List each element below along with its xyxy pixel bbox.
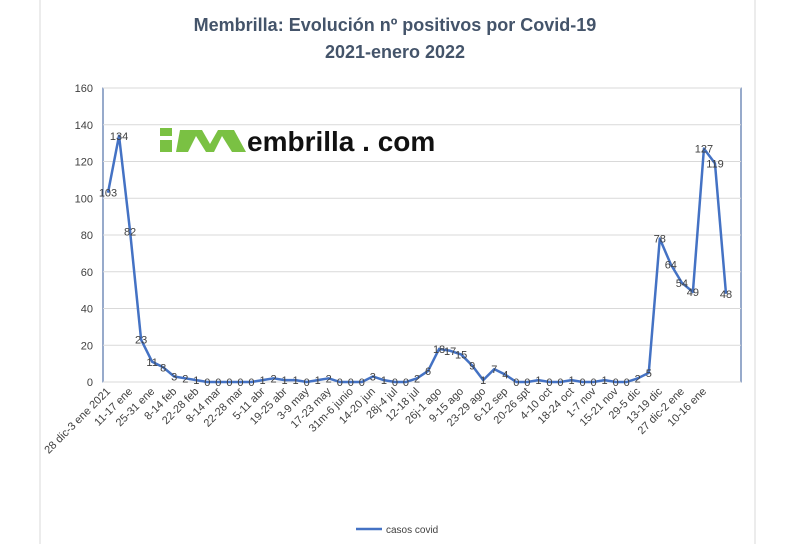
- data-label: 5: [646, 368, 652, 380]
- logo: embrilla . com: [160, 126, 435, 157]
- data-label: 48: [720, 289, 732, 301]
- y-tick-label: 60: [81, 267, 93, 279]
- data-label: 1: [568, 375, 574, 387]
- data-label: 1: [282, 375, 288, 387]
- data-label: 4: [502, 370, 508, 382]
- data-label: 54: [676, 278, 688, 290]
- y-tick-label: 100: [75, 193, 93, 205]
- y-tick-label: 160: [75, 83, 93, 95]
- data-label: 0: [524, 377, 530, 389]
- data-label: 1: [259, 375, 265, 387]
- y-tick-label: 80: [81, 230, 93, 242]
- y-tick-label: 120: [75, 157, 93, 169]
- data-label: 1: [480, 375, 486, 387]
- data-label: 78: [654, 234, 666, 246]
- data-label: 15: [455, 349, 467, 361]
- data-label: 119: [706, 158, 724, 170]
- data-label: 0: [248, 377, 254, 389]
- data-label: 2: [182, 373, 188, 385]
- data-label: 0: [237, 377, 243, 389]
- data-label: 82: [124, 226, 136, 238]
- data-label: 0: [204, 377, 210, 389]
- data-label: 2: [635, 373, 641, 385]
- chart-title: Membrilla: Evolución nº positivos por Co…: [194, 15, 597, 35]
- data-label: 1: [535, 375, 541, 387]
- data-label: 17: [444, 346, 456, 358]
- data-label: 1: [193, 375, 199, 387]
- data-label: 103: [99, 188, 117, 200]
- data-label: 2: [270, 373, 276, 385]
- data-label: 1: [315, 375, 321, 387]
- data-label: 3: [171, 371, 177, 383]
- data-label: 0: [513, 377, 519, 389]
- data-label: 64: [665, 259, 677, 271]
- data-label: 1: [602, 375, 608, 387]
- data-label: 127: [695, 144, 713, 156]
- data-label: 2: [414, 373, 420, 385]
- data-label: 0: [546, 377, 552, 389]
- data-label: 0: [337, 377, 343, 389]
- data-label: 0: [591, 377, 597, 389]
- data-label: 0: [579, 377, 585, 389]
- data-label: 1: [293, 375, 299, 387]
- data-label: 0: [557, 377, 563, 389]
- data-label: 134: [110, 131, 128, 143]
- data-label: 0: [392, 377, 398, 389]
- data-label: 0: [348, 377, 354, 389]
- data-label: 0: [359, 377, 365, 389]
- y-tick-label: 140: [75, 120, 93, 132]
- data-label: 49: [687, 287, 699, 299]
- data-label: 0: [304, 377, 310, 389]
- data-label: 0: [613, 377, 619, 389]
- data-label: 3: [370, 371, 376, 383]
- y-tick-label: 20: [81, 340, 93, 352]
- data-label: 18: [433, 344, 445, 356]
- data-label: 6: [425, 366, 431, 378]
- y-tick-label: 0: [87, 377, 93, 389]
- data-label: 0: [215, 377, 221, 389]
- data-label: 8: [160, 362, 166, 374]
- data-label: 2: [326, 373, 332, 385]
- logo-shape: [160, 130, 246, 152]
- data-label: 11: [146, 357, 157, 369]
- data-label: 7: [491, 364, 497, 376]
- chart-subtitle: 2021-enero 2022: [325, 42, 465, 62]
- logo-text: embrilla . com: [247, 126, 435, 157]
- legend-label: casos covid: [386, 525, 438, 536]
- data-label: 0: [403, 377, 409, 389]
- data-label: 23: [135, 335, 147, 347]
- series-line: [106, 134, 728, 384]
- data-label: 0: [624, 377, 630, 389]
- logo-shape: [160, 128, 172, 136]
- y-tick-label: 40: [81, 304, 93, 316]
- data-label: 9: [469, 360, 475, 372]
- data-label: 0: [226, 377, 232, 389]
- data-label: 1: [381, 375, 387, 387]
